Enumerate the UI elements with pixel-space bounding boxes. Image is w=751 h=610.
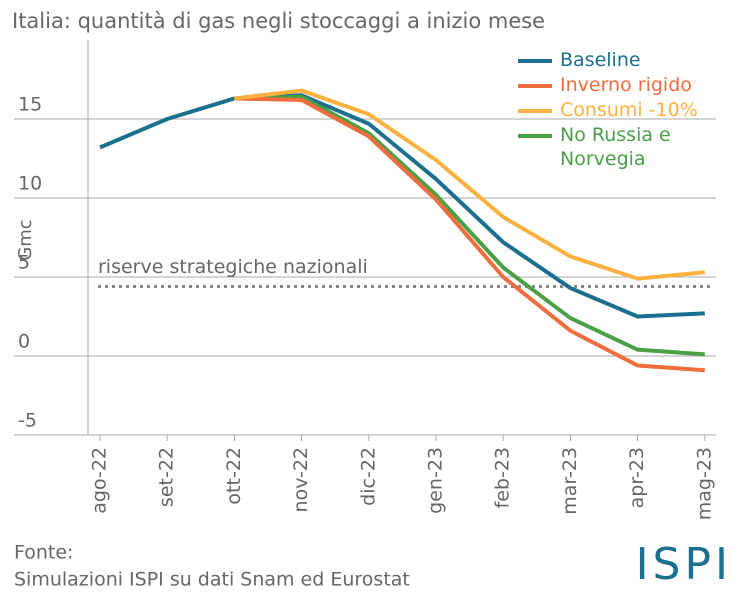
x-tick-label: set-22 bbox=[156, 447, 178, 507]
series-line bbox=[99, 93, 705, 319]
legend-swatch bbox=[518, 134, 552, 138]
source: Simulazioni ISPI su dati Snam ed Eurosta… bbox=[14, 569, 410, 591]
series-line bbox=[234, 88, 705, 281]
legend-label: Consumi -10% bbox=[560, 99, 698, 121]
legend-label: Baseline bbox=[560, 49, 641, 71]
x-tick-label: nov-22 bbox=[290, 447, 312, 512]
legend: Baseline Inverno rigido Consumi -10% No Rus… bbox=[518, 48, 718, 172]
y-tick-label: -5 bbox=[18, 410, 37, 432]
logo: ISPI bbox=[636, 539, 732, 590]
x-tick-label: dic-22 bbox=[357, 447, 379, 506]
x-tick-label: apr-23 bbox=[626, 447, 648, 508]
reference-label: riserve strategiche nazionali bbox=[98, 256, 368, 278]
chart-title: Italia: quantità di gas negli stoccaggi … bbox=[12, 9, 545, 33]
y-tick-label: 5 bbox=[18, 252, 30, 274]
legend-label: Inverno rigido bbox=[560, 74, 692, 96]
y-tick-label: 10 bbox=[18, 173, 42, 195]
source: Fonte: bbox=[14, 542, 73, 564]
legend-item: Inverno rigido bbox=[518, 73, 718, 97]
x-tick-label: mar-23 bbox=[559, 447, 581, 515]
series-line bbox=[234, 96, 705, 373]
x-tick-label: feb-23 bbox=[492, 447, 514, 508]
y-tick-label: 0 bbox=[18, 331, 30, 353]
legend-item: Baseline bbox=[518, 48, 718, 72]
legend-label: No Russia e Norvegia bbox=[560, 124, 671, 170]
x-tick-label: ago-22 bbox=[89, 447, 111, 514]
x-tick-label: ott-22 bbox=[223, 447, 245, 505]
x-tick-label: gen-23 bbox=[425, 447, 447, 514]
y-tick-label: 15 bbox=[18, 94, 42, 116]
legend-item: Consumi -10% bbox=[518, 98, 718, 122]
legend-swatch bbox=[518, 109, 552, 113]
y-axis-label: Gmc bbox=[15, 219, 36, 260]
legend-item: No Russia e Norvegia bbox=[518, 123, 718, 171]
series-line bbox=[234, 94, 705, 357]
legend-swatch bbox=[518, 84, 552, 88]
legend-swatch bbox=[518, 59, 552, 63]
x-tick-label: mag-23 bbox=[693, 447, 715, 520]
